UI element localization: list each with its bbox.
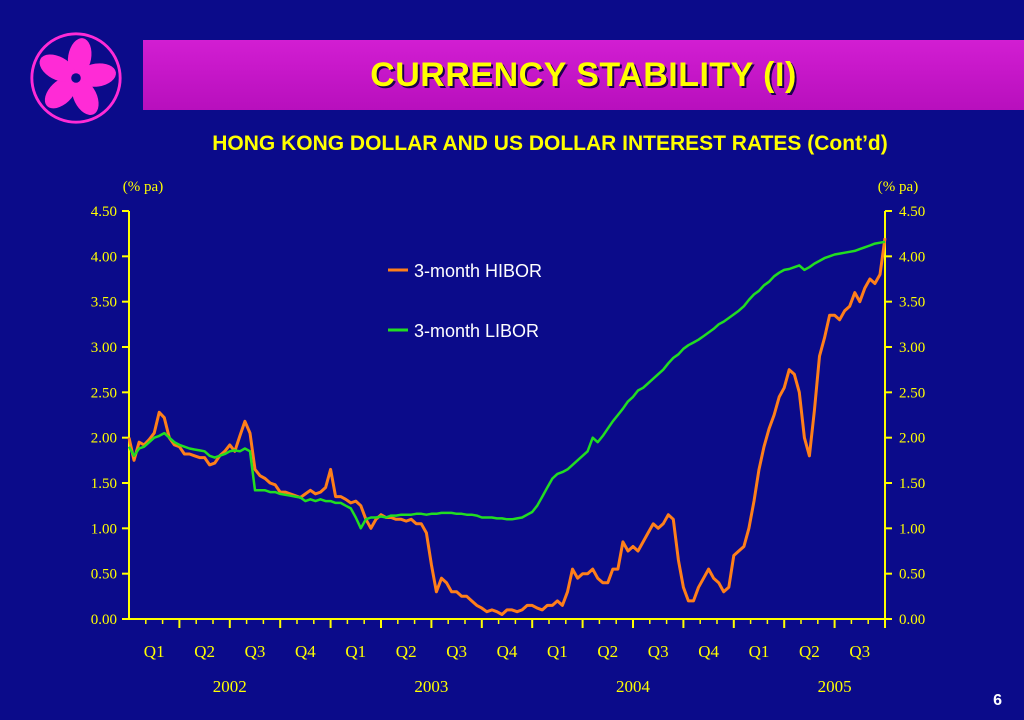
y-axis-label-right: (% pa)	[878, 179, 918, 195]
y-tick-label-right: 0.50	[899, 567, 925, 583]
y-tick-label-right: 4.00	[899, 249, 925, 265]
legend-label: 3-month LIBOR	[414, 321, 539, 341]
x-tick-label: Q3	[446, 642, 467, 661]
x-year-label: 2003	[414, 677, 448, 696]
x-tick-label: Q3	[648, 642, 669, 661]
title-bar	[143, 40, 1024, 110]
x-tick-label: Q3	[245, 642, 266, 661]
bauhinia-flower-icon	[30, 32, 122, 124]
x-tick-label: Q1	[547, 642, 568, 661]
x-tick-label: Q4	[698, 642, 719, 661]
y-tick-label-left: 1.50	[91, 476, 117, 492]
y-tick-label-left: 2.50	[91, 385, 117, 401]
x-tick-label: Q1	[749, 642, 770, 661]
y-tick-label-right: 0.00	[899, 612, 925, 628]
x-tick-label: Q2	[396, 642, 417, 661]
x-tick-label: Q2	[194, 642, 215, 661]
y-tick-label-left: 0.50	[91, 567, 117, 583]
x-year-label: 2005	[818, 677, 852, 696]
y-tick-label-left: 2.00	[91, 431, 117, 447]
x-tick-label: Q2	[597, 642, 618, 661]
y-tick-label-left: 3.00	[91, 340, 117, 356]
x-tick-label: Q4	[497, 642, 518, 661]
y-tick-label-left: 4.00	[91, 249, 117, 265]
x-tick-label: Q3	[849, 642, 870, 661]
x-year-label: 2004	[616, 677, 651, 696]
y-tick-label-right: 2.50	[899, 385, 925, 401]
libor-line	[127, 240, 886, 530]
y-tick-label-right: 2.00	[899, 431, 925, 447]
x-year-label: 2002	[213, 677, 247, 696]
y-tick-label-left: 3.50	[91, 295, 117, 311]
hibor-line	[127, 237, 887, 616]
y-tick-label-right: 3.00	[899, 340, 925, 356]
legend-label: 3-month HIBOR	[414, 261, 542, 281]
y-tick-label-right: 1.00	[899, 521, 925, 537]
y-tick-label-right: 1.50	[899, 476, 925, 492]
y-tick-label-left: 4.50	[91, 204, 117, 220]
x-tick-label: Q4	[295, 642, 316, 661]
y-tick-label-right: 3.50	[899, 295, 925, 311]
x-tick-label: Q1	[345, 642, 366, 661]
y-axis-label-left: (% pa)	[123, 179, 163, 195]
slide-title: CURRENCY STABILITY (I)	[370, 56, 797, 94]
y-tick-label-left: 0.00	[91, 612, 117, 628]
page-number: 6	[993, 692, 1002, 709]
chart-title: HONG KONG DOLLAR AND US DOLLAR INTEREST …	[212, 132, 888, 155]
x-tick-label: Q2	[799, 642, 820, 661]
x-tick-label: Q1	[144, 642, 165, 661]
y-tick-label-right: 4.50	[899, 204, 925, 220]
y-tick-label-left: 1.00	[91, 521, 117, 537]
